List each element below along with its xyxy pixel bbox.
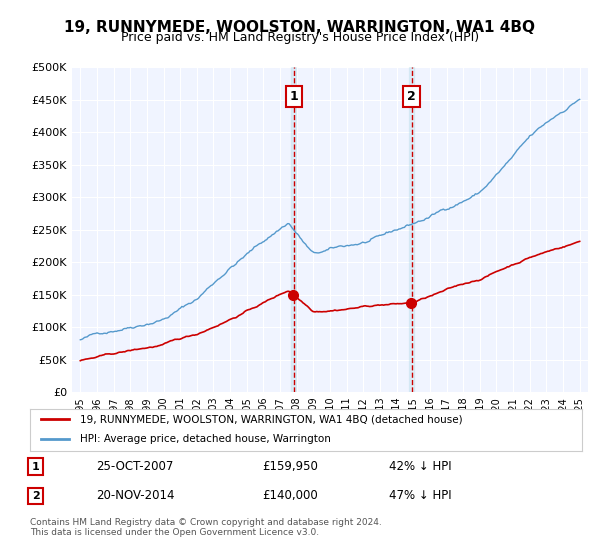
Text: 19, RUNNYMEDE, WOOLSTON, WARRINGTON, WA1 4BQ (detached house): 19, RUNNYMEDE, WOOLSTON, WARRINGTON, WA1… [80,414,463,424]
Text: 19, RUNNYMEDE, WOOLSTON, WARRINGTON, WA1 4BQ: 19, RUNNYMEDE, WOOLSTON, WARRINGTON, WA1… [65,20,536,35]
Text: 47% ↓ HPI: 47% ↓ HPI [389,489,451,502]
Text: 1: 1 [289,90,298,103]
Text: 2: 2 [407,90,416,103]
Bar [291,67,296,392]
Text: 42% ↓ HPI: 42% ↓ HPI [389,460,451,473]
Text: £159,950: £159,950 [262,460,318,473]
Text: 20-NOV-2014: 20-NOV-2014 [96,489,175,502]
Text: 25-OCT-2007: 25-OCT-2007 [96,460,173,473]
Text: £140,000: £140,000 [262,489,317,502]
Text: Contains HM Land Registry data © Crown copyright and database right 2024.
This d: Contains HM Land Registry data © Crown c… [30,518,382,538]
Bar [409,67,414,392]
Text: 1: 1 [32,461,40,472]
Text: Price paid vs. HM Land Registry's House Price Index (HPI): Price paid vs. HM Land Registry's House … [121,31,479,44]
Text: 2: 2 [32,491,40,501]
Text: HPI: Average price, detached house, Warrington: HPI: Average price, detached house, Warr… [80,434,331,444]
